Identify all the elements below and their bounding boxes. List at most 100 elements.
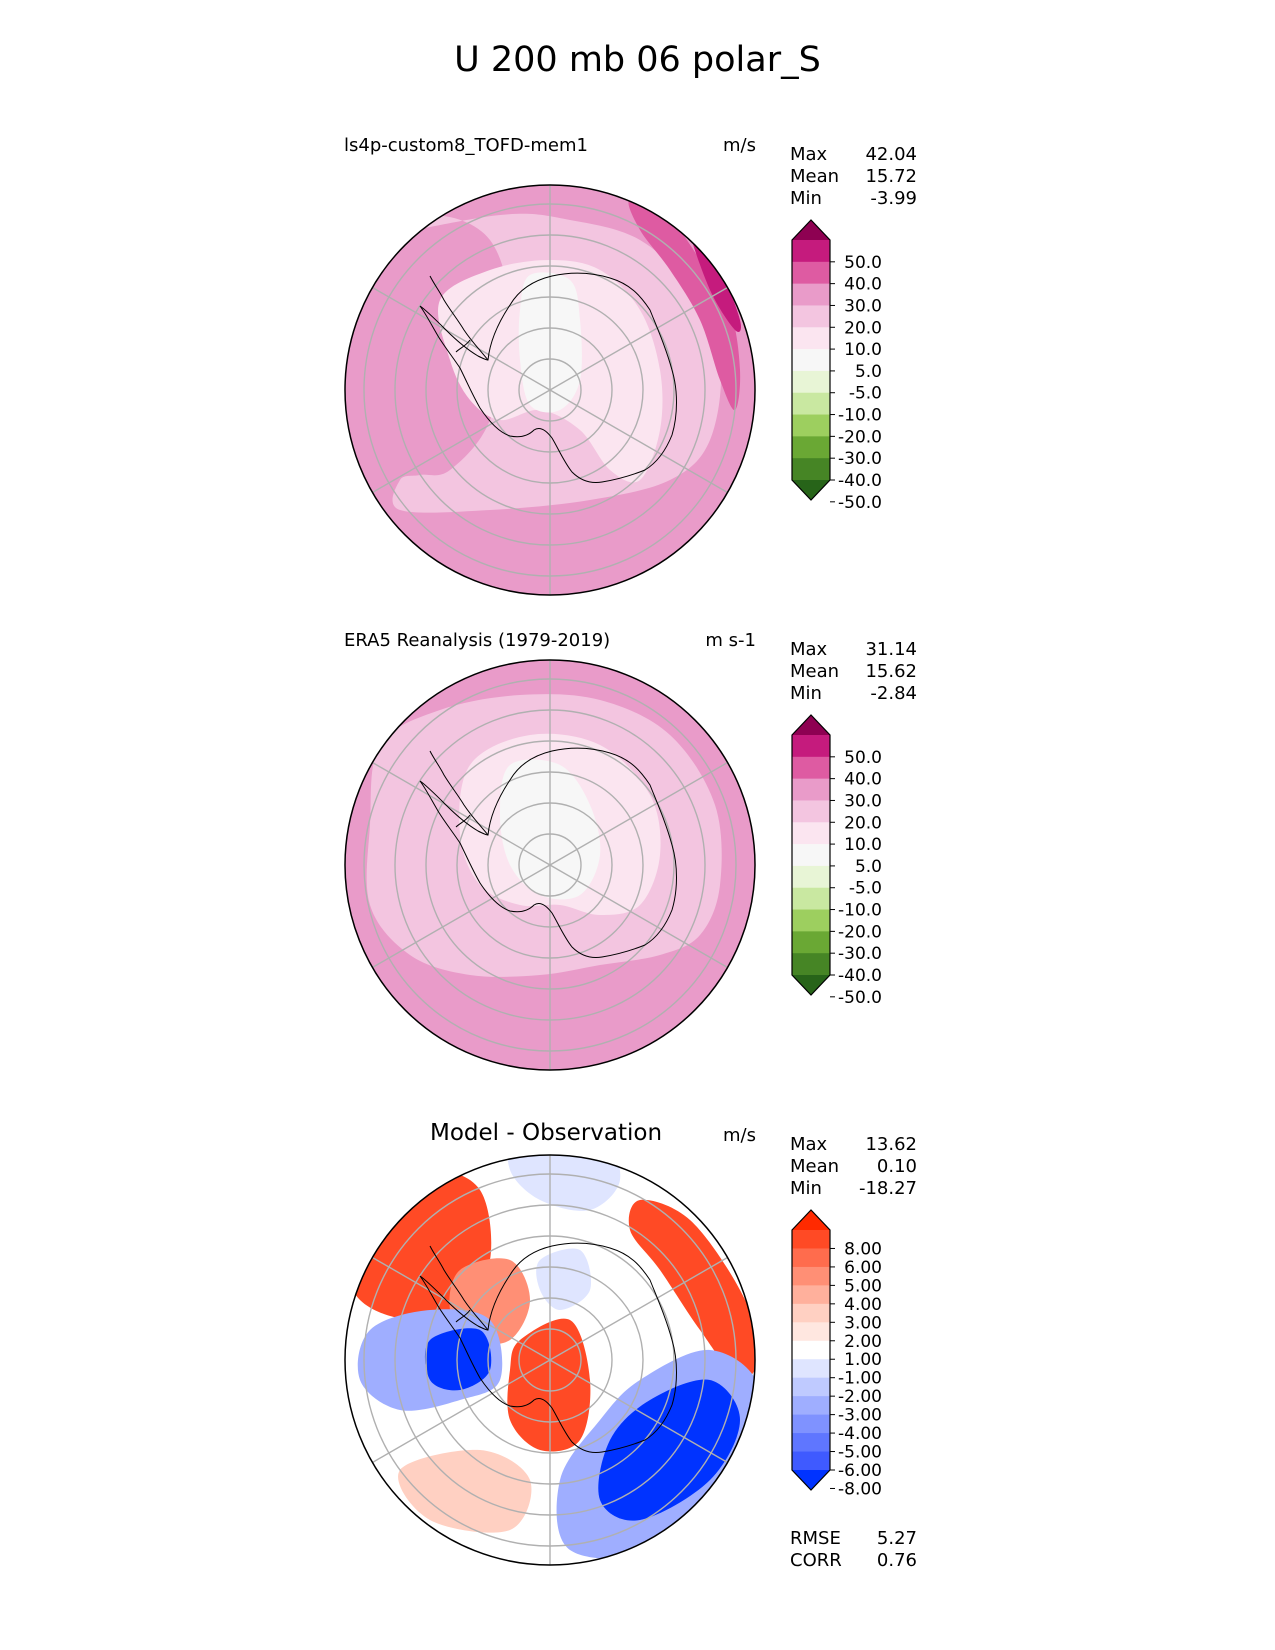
- colorbar-segment: [792, 865, 830, 889]
- colorbar-tick-label: -40.0: [838, 471, 882, 491]
- fill-region: [398, 1449, 532, 1533]
- map-fill-layer: [345, 1155, 755, 1565]
- stat-value: 42.04: [865, 144, 917, 165]
- colorbar-segment: [792, 1377, 830, 1397]
- colorbar-tick-label: -3.00: [838, 1406, 882, 1426]
- stat-label: Min: [790, 188, 822, 209]
- stat-row: Max 31.14: [790, 639, 917, 661]
- colorbar-segment: [792, 1451, 830, 1471]
- stat-row: Max 42.04: [790, 144, 917, 166]
- panel-2-map: [344, 659, 756, 1071]
- colorbar-tick-label: -30.0: [838, 449, 882, 469]
- colorbar-tick-label: -5.0: [849, 879, 882, 899]
- meridian-line: [549, 1359, 728, 1464]
- map-boundary: [344, 184, 756, 596]
- stat-label: Min: [790, 683, 822, 704]
- colorbar-segment: [792, 778, 830, 801]
- stat-label: Min: [790, 1178, 822, 1199]
- colorbar-tick-label: 30.0: [844, 791, 882, 811]
- peninsula-path: [429, 1245, 489, 1331]
- panel-1-title: ls4p-custom8_TOFD-mem1: [344, 135, 588, 156]
- stat-label: Max: [790, 639, 828, 660]
- fill-region: [507, 1155, 621, 1211]
- peninsula-path: [429, 750, 489, 836]
- colorbar-segment: [792, 1359, 830, 1379]
- stat-value: 31.14: [865, 639, 917, 660]
- colorbar-tick-label: 2.00: [844, 1332, 882, 1352]
- stat-row: Mean 15.72: [790, 166, 917, 188]
- colorbar-tick-label: -40.0: [838, 966, 882, 986]
- skill-score-value: 0.76: [876, 1550, 917, 1571]
- panel-1-stats: Max 42.04 Mean 15.72 Min -3.99: [790, 144, 917, 210]
- colorbar-segment: [792, 1340, 830, 1360]
- colorbar-segment: [792, 735, 830, 758]
- colorbar-tick-label: 40.0: [844, 770, 882, 790]
- colorbar-tick-label: -10.0: [838, 901, 882, 921]
- colorbar-segment: [792, 822, 830, 845]
- colorbar-tick-label: 5.00: [844, 1276, 882, 1296]
- colorbar-segment: [792, 283, 830, 306]
- meridian-line: [549, 389, 728, 494]
- colorbar-extend-top: [792, 715, 830, 735]
- colorbar-segment: [792, 1433, 830, 1453]
- panel-1-units: m/s: [723, 135, 756, 156]
- colorbar-tick-label: 4.00: [844, 1295, 882, 1315]
- stat-value: -3.99: [870, 188, 917, 209]
- colorbar-tick-label: 1.00: [844, 1350, 882, 1370]
- colorbar-extend-bottom: [792, 1470, 830, 1490]
- stat-value: -18.27: [858, 1178, 917, 1199]
- stat-row: Mean 15.62: [790, 661, 917, 683]
- meridian-line: [549, 286, 728, 391]
- fill-region: [689, 229, 741, 332]
- colorbar-segment: [792, 931, 830, 954]
- colorbar-tick-label: 50.0: [844, 748, 882, 768]
- colorbar-tick-label: -2.00: [838, 1387, 882, 1407]
- colorbar-segment: [792, 844, 830, 867]
- colorbar-tick-label: 10.0: [844, 835, 882, 855]
- colorbar-segment: [792, 327, 830, 350]
- stat-value: 15.72: [865, 166, 917, 187]
- colorbar-segment: [792, 458, 830, 481]
- colorbar-segment: [792, 414, 830, 437]
- colorbar-tick-label: 5.0: [855, 857, 882, 877]
- colorbar-tick-label: -20.0: [838, 922, 882, 942]
- fill-region: [598, 1379, 740, 1521]
- panel-3-map: [344, 1154, 756, 1566]
- colorbar-tick-label: 8.00: [844, 1239, 882, 1259]
- stat-row: Min -18.27: [790, 1178, 917, 1200]
- colorbar-extend-top: [792, 220, 830, 240]
- colorbar-segment: [792, 1414, 830, 1434]
- colorbar-tick-label: -4.00: [838, 1424, 882, 1444]
- colorbar-segment: [792, 305, 830, 328]
- meridian-line: [372, 389, 551, 494]
- antarctica-coastline: [419, 747, 677, 958]
- meridian-line: [372, 864, 551, 969]
- colorbar-tick-label: -50.0: [838, 988, 882, 1008]
- stat-label: Max: [790, 144, 828, 165]
- graticule: [363, 660, 737, 1070]
- colorbar-extend-top: [792, 1210, 830, 1230]
- stat-label: Max: [790, 1134, 828, 1155]
- colorbar-segment: [792, 909, 830, 932]
- skill-score-label: RMSE: [790, 1528, 841, 1549]
- panel-3-stats: Max 13.62 Mean 0.10 Min -18.27: [790, 1134, 917, 1200]
- graticule: [363, 1155, 737, 1565]
- stat-label: Mean: [790, 661, 840, 682]
- graticule: [363, 185, 737, 595]
- antarctica-coastline: [419, 272, 677, 483]
- colorbar-tick-label: -10.0: [838, 406, 882, 426]
- skill-score-label: CORR: [790, 1550, 842, 1571]
- coastline-path: [419, 1242, 677, 1453]
- colorbar-tick-label: -5.00: [838, 1443, 882, 1463]
- colorbar-tick-label: 50.0: [844, 253, 882, 273]
- colorbar-tick-label: 6.00: [844, 1258, 882, 1278]
- skill-score-row: RMSE 5.27: [790, 1528, 917, 1550]
- stat-value: 15.62: [865, 661, 917, 682]
- colorbar-segment: [792, 349, 830, 372]
- peninsula-path: [429, 275, 489, 361]
- colorbar-segment: [792, 1248, 830, 1268]
- antarctica-coastline: [419, 1242, 677, 1453]
- colorbar-segment: [792, 1396, 830, 1416]
- colorbar-segment: [792, 392, 830, 416]
- colorbar-tick-label: 5.0: [855, 362, 882, 382]
